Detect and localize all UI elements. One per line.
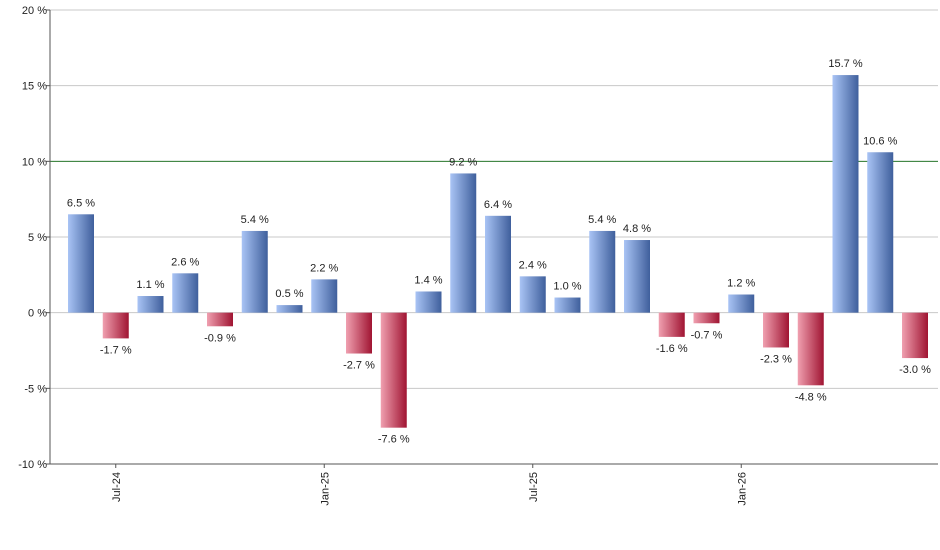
bar-positive [276, 305, 303, 313]
bar-positive [832, 75, 859, 313]
bar-value-label: 9.2 % [449, 156, 477, 168]
bar-value-label: -0.7 % [691, 329, 723, 341]
bar-positive [415, 291, 442, 313]
bar-positive [311, 279, 338, 313]
data-labels: 6.5 % -1.7 % 1.1 % 2.6 % -0.9 % 5.4 % 0.5 % 2.2… [67, 58, 931, 446]
bar-negative [797, 312, 824, 386]
bars [68, 75, 928, 428]
bar-value-label: 2.6 % [171, 256, 199, 268]
bar-value-label: 1.4 % [414, 274, 442, 286]
bar-negative [763, 312, 789, 348]
bar-value-label: 5.4 % [241, 214, 269, 226]
bar-positive [241, 230, 268, 313]
bar-value-label: -4.8 % [795, 391, 827, 403]
bar-value-label: -2.7 % [343, 360, 375, 372]
bar-positive [589, 230, 616, 313]
axes: -10 % -5 % 0 % 5 % 10 % 15 % 20 % Jul-24 Jan-25 J… [18, 5, 938, 506]
bar-value-label: 1.2 % [727, 278, 755, 290]
bar-value-label: 0.5 % [275, 288, 303, 300]
bar-negative [102, 312, 129, 339]
bar-positive [624, 240, 650, 313]
bar-value-label: -1.7 % [100, 344, 132, 356]
bar-value-label: 10.6 % [863, 135, 897, 147]
bar-value-label: 6.4 % [484, 199, 512, 211]
y-tick-label: 5 % [28, 232, 47, 244]
y-tick-label: -5 % [24, 383, 47, 395]
bar-value-label: 5.4 % [588, 214, 616, 226]
bar-value-label: -3.0 % [899, 364, 931, 376]
bar-value-label: 15.7 % [828, 58, 862, 70]
y-tick-label: 20 % [22, 5, 47, 17]
bar-positive [172, 273, 199, 313]
x-tick-label: Jan-26 [736, 472, 748, 506]
bar-value-label: -1.6 % [656, 343, 688, 355]
bar-value-label: -2.3 % [760, 353, 792, 365]
y-tick-label: 0 % [28, 308, 47, 320]
bar-positive [867, 152, 894, 313]
bar-value-label: 1.1 % [136, 279, 164, 291]
bar-value-label: 4.8 % [623, 223, 651, 235]
bar-positive [68, 214, 94, 313]
x-tick-label: Jan-25 [319, 472, 331, 506]
bar-negative [693, 312, 720, 324]
y-tick-label: 10 % [22, 156, 47, 168]
bar-positive [450, 173, 477, 313]
bar-negative [658, 312, 685, 337]
x-tick-label: Jul-24 [111, 472, 123, 502]
bar-negative [380, 312, 407, 428]
bar-positive [485, 215, 511, 313]
bar-negative [207, 312, 233, 327]
bar-positive [554, 297, 581, 313]
bar-value-label: 6.5 % [67, 197, 95, 209]
bar-positive [137, 296, 164, 313]
bar-positive [519, 276, 546, 313]
y-tick-label: 15 % [22, 81, 47, 93]
bar-value-label: 2.4 % [519, 259, 547, 271]
bar-negative [902, 312, 928, 359]
bar-value-label: -7.6 % [378, 434, 410, 446]
bar-value-label: 1.0 % [553, 281, 581, 293]
bar-value-label: 2.2 % [310, 262, 338, 274]
x-tick-label: Jul-25 [528, 472, 540, 502]
bar-negative [346, 312, 372, 354]
y-tick-label: -10 % [18, 459, 47, 471]
bar-value-label: -0.9 % [204, 332, 236, 344]
bar-positive [728, 294, 755, 313]
